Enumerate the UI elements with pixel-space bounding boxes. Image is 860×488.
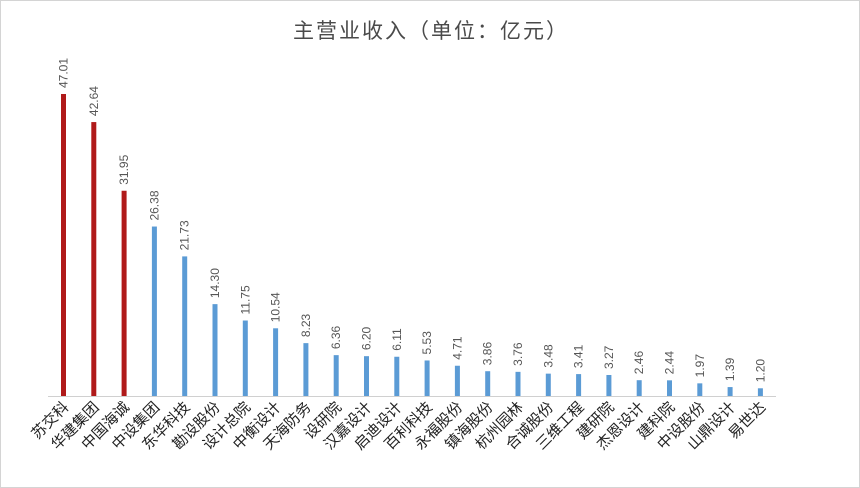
data-label: 6.11	[390, 328, 404, 351]
data-label: 1.97	[693, 354, 707, 378]
bar	[606, 374, 612, 396]
bar	[636, 380, 642, 396]
bar	[121, 190, 127, 396]
data-label: 3.41	[572, 344, 586, 368]
data-label: 2.46	[632, 351, 646, 375]
bar	[515, 371, 521, 396]
bar	[697, 383, 703, 396]
bar	[242, 320, 248, 396]
data-label: 3.48	[541, 344, 555, 368]
bar	[212, 304, 218, 396]
bar	[667, 380, 672, 396]
data-label: 6.20	[360, 326, 374, 350]
bar	[364, 356, 369, 396]
bar	[576, 374, 582, 396]
data-label: 26.38	[147, 190, 161, 220]
bar	[303, 343, 309, 396]
bar	[757, 388, 763, 396]
data-label: 3.27	[602, 345, 616, 369]
bar	[151, 226, 157, 396]
bar	[182, 256, 188, 396]
data-label: 5.53	[420, 331, 434, 355]
data-label: 2.44	[663, 351, 677, 375]
bar	[727, 387, 733, 396]
bar	[61, 94, 66, 396]
data-label: 1.39	[723, 357, 737, 381]
data-label: 1.20	[753, 359, 767, 383]
data-label: 21.73	[178, 220, 192, 250]
bar	[394, 356, 400, 396]
data-label: 3.76	[511, 342, 525, 366]
data-label: 4.71	[450, 336, 464, 360]
chart-title: 主营业收入（单位：亿元）	[293, 19, 569, 43]
data-label: 6.36	[329, 325, 343, 349]
bar	[545, 373, 551, 396]
data-label: 3.86	[481, 342, 495, 366]
bar	[454, 365, 460, 396]
data-label: 31.95	[117, 154, 131, 184]
bar	[333, 355, 339, 396]
bar	[485, 371, 491, 396]
data-label: 8.23	[299, 313, 313, 337]
data-label: 14.30	[208, 268, 222, 298]
data-label: 11.75	[238, 285, 252, 314]
bar	[91, 122, 97, 396]
data-label: 42.64	[87, 86, 101, 116]
data-label: 47.01	[57, 58, 71, 88]
bar	[424, 360, 430, 396]
bar	[273, 328, 279, 396]
data-label: 10.54	[269, 292, 283, 322]
